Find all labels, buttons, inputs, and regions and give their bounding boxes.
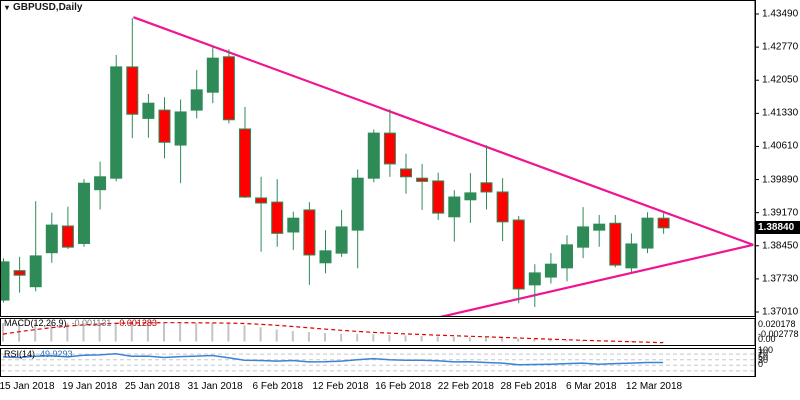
candle-bullish — [641, 217, 654, 249]
time-axis-label: 16 Feb 2018 — [375, 381, 432, 392]
time-axis-label: 19 Jan 2018 — [62, 381, 118, 392]
price-axis-label: 1.37730 — [762, 273, 799, 285]
price-axis-label: 1.43490 — [762, 8, 799, 20]
candle-bearish — [222, 56, 235, 121]
macd-histogram — [2, 322, 665, 343]
time-axis-label: 12 Mar 2018 — [625, 381, 683, 392]
price-axis-label: 1.37010 — [762, 306, 799, 318]
trendline-descending-resistance[interactable] — [133, 16, 754, 246]
candle-bearish — [416, 177, 429, 182]
candle-bearish — [480, 182, 493, 193]
current-price-tag: 1.38840 — [756, 221, 800, 235]
candle-bullish — [544, 263, 557, 278]
price-axis-label: 1.41330 — [762, 107, 799, 119]
candle-bullish — [190, 89, 203, 111]
candle-bearish — [61, 225, 74, 248]
rsi-axis-label: 50 — [758, 351, 769, 362]
candle-bearish — [400, 168, 412, 178]
price-axis-label: 1.39890 — [762, 174, 799, 186]
rsi-axis-label: 0 — [758, 358, 764, 369]
time-axis-label: 31 Jan 2018 — [187, 381, 243, 392]
rsi-axis-label: 100 — [758, 345, 774, 355]
candle-bullish — [625, 243, 638, 269]
price-axis-label: 1.42050 — [762, 74, 799, 86]
macd-signal-line — [2, 322, 664, 344]
candle-bullish — [448, 196, 461, 218]
candle-bullish — [142, 102, 155, 119]
trendline-ascending-support[interactable] — [435, 243, 754, 318]
candle-bullish — [528, 272, 541, 286]
candle-bullish — [45, 224, 58, 254]
rsi-indicator-label: RSI(14) 49.9293 — [4, 349, 73, 359]
candle-bearish — [255, 197, 268, 204]
candle-bearish — [271, 201, 284, 234]
candle-bearish — [657, 217, 670, 229]
candle-bullish — [561, 244, 573, 269]
macd-axis-max: 0.020178 — [758, 319, 796, 329]
time-axis-label: 15 Jan 2018 — [0, 381, 55, 392]
candlestick-series — [0, 18, 670, 307]
candle-bullish — [110, 66, 123, 179]
rsi-name: RSI(14) — [4, 349, 36, 359]
time-axis-label: 6 Mar 2018 — [566, 381, 617, 392]
macd-name: MACD(12,26,9) — [4, 318, 67, 328]
rsi-line — [2, 353, 664, 366]
time-axis-label: 22 Feb 2018 — [437, 381, 494, 392]
candle-bearish — [13, 270, 26, 276]
panel-borders — [0, 0, 759, 377]
time-axis-label: 6 Feb 2018 — [252, 381, 304, 392]
time-axis-label: 28 Feb 2018 — [500, 381, 557, 392]
candle-bullish — [206, 57, 219, 93]
rsi-axis-label: 30 — [758, 355, 769, 366]
candle-bearish — [496, 191, 509, 223]
price-axis-label: 1.40610 — [762, 140, 799, 152]
candle-bullish — [351, 177, 364, 231]
time-axis-label: 25 Jan 2018 — [124, 381, 180, 392]
macd-value-main: -0.001131 — [71, 318, 112, 328]
candle-bullish — [335, 226, 348, 254]
candle-bullish — [174, 111, 187, 146]
candle-bearish — [239, 128, 251, 198]
candle-bullish — [577, 226, 590, 248]
candle-bullish — [94, 176, 107, 191]
symbol-timeframe-label: ▾ GBPUSD,Daily — [5, 2, 82, 13]
macd-axis-zero: 0.00 — [758, 334, 776, 344]
macd-value-signal: -0.001283 — [116, 318, 157, 328]
price-axis-label: 1.38450 — [762, 240, 799, 252]
candle-bearish — [158, 109, 171, 143]
candle-bearish — [432, 180, 445, 214]
candle-bullish — [367, 132, 380, 179]
price-axis-label: 1.42770 — [762, 41, 799, 53]
price-axis-label: 1.39170 — [762, 207, 799, 219]
candle-bearish — [126, 66, 139, 115]
candle-bullish — [0, 261, 10, 301]
rsi-axis-label: 70 — [758, 348, 769, 359]
macd-axis-min: -0.002778 — [758, 329, 799, 339]
candle-bullish — [29, 255, 42, 288]
candle-bullish — [78, 182, 90, 244]
rsi-value: 49.9293 — [40, 349, 73, 359]
candle-bearish — [303, 209, 316, 256]
chart-dropdown-icon: ▾ — [5, 3, 10, 12]
candle-bullish — [464, 192, 477, 201]
time-axis-label: 12 Feb 2018 — [312, 381, 369, 392]
candle-bearish — [512, 219, 525, 290]
candle-bearish — [609, 222, 622, 266]
macd-indicator-label: MACD(12,26,9) -0.001131 -0.001283 — [4, 318, 157, 328]
candle-bullish — [287, 217, 300, 233]
candle-bullish — [593, 223, 606, 231]
symbol-label-text: GBPUSD,Daily — [13, 2, 83, 13]
candle-bearish — [383, 132, 396, 165]
candle-bullish — [319, 250, 332, 264]
